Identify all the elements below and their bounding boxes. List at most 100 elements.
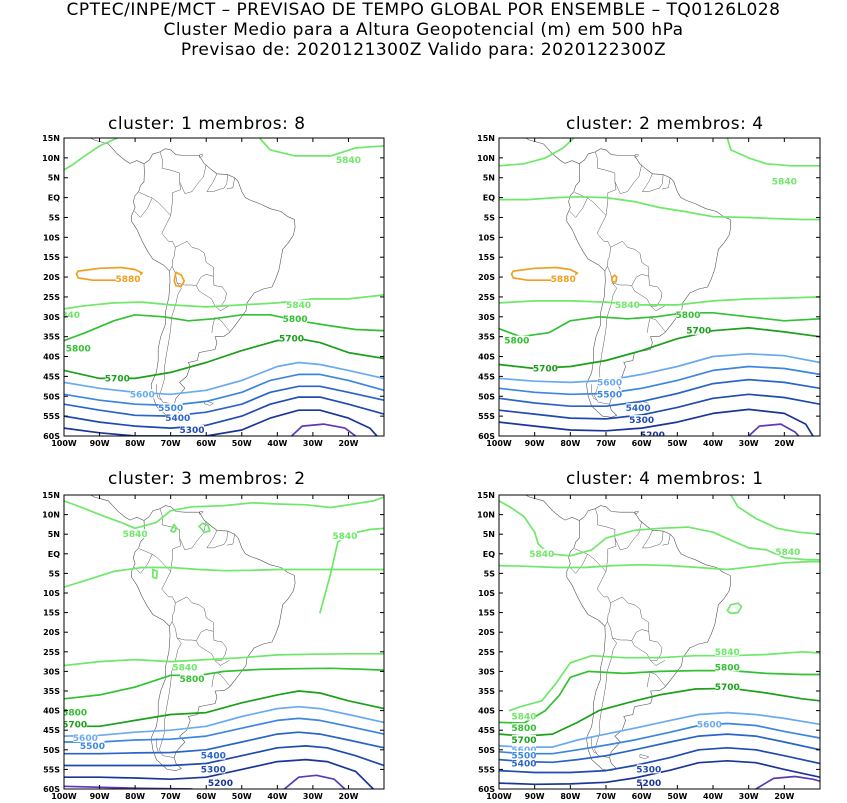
country-border (218, 174, 228, 190)
contour-label: 5700 (62, 720, 87, 730)
country-border (610, 240, 650, 287)
contour-label-bg (286, 299, 311, 309)
contour-label-bg (511, 711, 536, 721)
contour-line-5800 (64, 667, 384, 700)
country-border (218, 531, 228, 547)
lat-label: 35S (43, 333, 60, 342)
lat-label: 55S (43, 412, 60, 421)
lon-label: 20W (774, 439, 794, 448)
contour-line-5840 (64, 652, 384, 667)
lat-label: EQ (48, 194, 60, 203)
contour-label: 5300 (636, 765, 661, 775)
lat-label: 5N (48, 530, 60, 539)
lat-label: 5N (483, 174, 495, 183)
contour-line-5840 (499, 195, 820, 221)
contour-line-5840 (499, 138, 575, 167)
lat-label: 40S (478, 707, 495, 716)
contour-line-5100 (283, 774, 346, 789)
map-svg: 5840 584058405800580057005600550054005300… (42, 491, 385, 801)
lat-label: 15S (43, 253, 60, 262)
lon-label: 30W (739, 792, 759, 801)
contour-label-bg (686, 325, 711, 335)
coastline-central-america (525, 138, 580, 165)
island (591, 738, 598, 754)
lon-label: 100W (486, 792, 512, 801)
contour-label-bg (636, 778, 661, 788)
contour-line-5700 (499, 327, 820, 370)
contour-line-5800 (499, 669, 820, 724)
contour-label-bg (529, 548, 554, 558)
lon-label: 20W (774, 792, 794, 801)
contour-label: 5840 (715, 648, 740, 658)
lat-label: 5S (484, 213, 496, 222)
contour-line-5840 (508, 650, 820, 712)
contour-label: 5300 (179, 426, 204, 436)
contour-label: 5300 (201, 765, 226, 775)
contour-line-5500 (64, 373, 384, 407)
country-border (596, 571, 611, 627)
lat-label: 15S (43, 609, 60, 618)
contour-label: 5600 (697, 720, 722, 730)
country-border (594, 266, 617, 405)
country-border (574, 192, 607, 216)
contour-label: 5800 (66, 345, 91, 355)
lat-label: 25S (478, 648, 495, 657)
contour-label-bg (116, 274, 140, 284)
lat-label: 20S (478, 628, 495, 637)
contour-line-5840 (152, 568, 159, 580)
lon-label: 100W (486, 439, 512, 448)
contour-label: 5800 (511, 724, 536, 734)
contour-label-bg (533, 363, 558, 373)
contour-line-5840 (64, 138, 119, 171)
contour-label-bg (626, 403, 651, 413)
contour-label: 5500 (158, 404, 183, 414)
island (156, 738, 162, 754)
contour-label-bg (511, 735, 536, 744)
contour-line-5100 (290, 423, 357, 436)
lat-label: 50S (43, 746, 60, 755)
coastline (566, 505, 732, 771)
lat-label: 10N (42, 511, 60, 520)
coastline-central-america (525, 495, 580, 521)
lat-label: 55S (478, 765, 495, 774)
lat-label: 50S (43, 392, 60, 401)
contour-line-5400 (499, 378, 820, 408)
contour-label: 5880 (551, 275, 576, 285)
country-border (647, 317, 651, 333)
country-border (139, 548, 171, 572)
country-border (631, 276, 663, 307)
lat-label: 20S (43, 273, 60, 282)
contour-label: 5200 (636, 779, 661, 789)
country-border (614, 176, 639, 194)
country-border (211, 672, 216, 688)
lat-label: 30S (43, 667, 60, 676)
plot-frame (63, 137, 385, 437)
lat-label: 60S (478, 785, 495, 794)
contour-label: 5840 (286, 301, 311, 311)
country-border (214, 305, 230, 312)
figure-header: CPTEC/INPE/MCT – PREVISAO DE TEMPO GLOBA… (0, 0, 847, 60)
contour-label: 5600 (597, 378, 622, 388)
contour-label: 5300 (629, 416, 654, 426)
lat-label: 40S (43, 707, 60, 716)
contour-line-5300 (499, 746, 820, 774)
lat-label: EQ (483, 194, 495, 203)
lat-label: 20S (478, 273, 495, 282)
lat-label: 10N (477, 511, 495, 520)
lon-label: 90W (525, 792, 545, 801)
map-svg: 5880 5840 5840 5800 5800 5700 5700 5600 5500 5400… (477, 134, 821, 448)
lat-label: 10N (42, 154, 60, 163)
lat-label: 35S (478, 333, 495, 342)
contour-line-5200 (64, 758, 375, 789)
contour-label-bg (123, 529, 148, 539)
country-border (614, 533, 639, 551)
contour-line-5300 (64, 745, 384, 767)
contour-label-bg (504, 335, 529, 345)
island (634, 154, 639, 158)
lat-label: 5S (49, 569, 61, 578)
lon-label: 50W (232, 792, 252, 801)
lat-label: 25S (43, 293, 60, 302)
contour-line-5840 (198, 522, 211, 534)
lon-label: 60W (632, 792, 652, 801)
